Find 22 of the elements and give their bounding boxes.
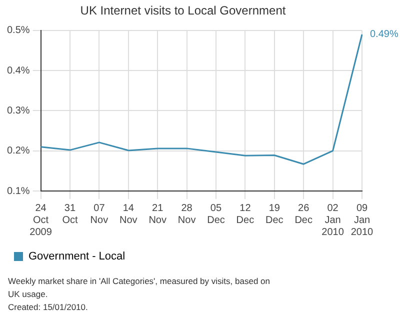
x-tick-label: 09 Jan 2010 (350, 202, 374, 238)
y-tick-label: 0.4% (6, 65, 30, 76)
y-tick-label: 0.3% (6, 105, 30, 116)
x-tick-label: 28 Nov (178, 202, 196, 226)
legend-label: Government - Local (28, 250, 126, 263)
x-tick-label: 26 Dec (294, 202, 312, 226)
x-tick-label: 21 Nov (148, 202, 166, 226)
chart-title: UK Internet visits to Local Government (80, 4, 286, 18)
x-tick-label: 19 Dec (266, 202, 284, 226)
x-tick-label: 05 Dec (207, 202, 225, 226)
y-tick-label: 0.2% (6, 146, 30, 157)
x-tick-label: 02 Jan 2010 (322, 202, 344, 238)
text: Weekly market share in 'All Categories', measured by visits, based on UK usage. (8, 275, 271, 301)
x-tick-label: 31 Oct (62, 202, 78, 226)
x-tick-label: 07 Nov (90, 202, 108, 226)
x-tick-label: 24 Oct 2009 (30, 202, 52, 238)
x-tick-label: 12 Dec (236, 202, 254, 226)
y-tick-label: 0.1% (6, 186, 30, 197)
text: Created: 15/01/2010. (8, 301, 89, 314)
x-tick-label: 14 Nov (119, 202, 138, 226)
y-tick-label: 0.5% (6, 25, 30, 36)
data-label: 0.49% (370, 29, 398, 40)
